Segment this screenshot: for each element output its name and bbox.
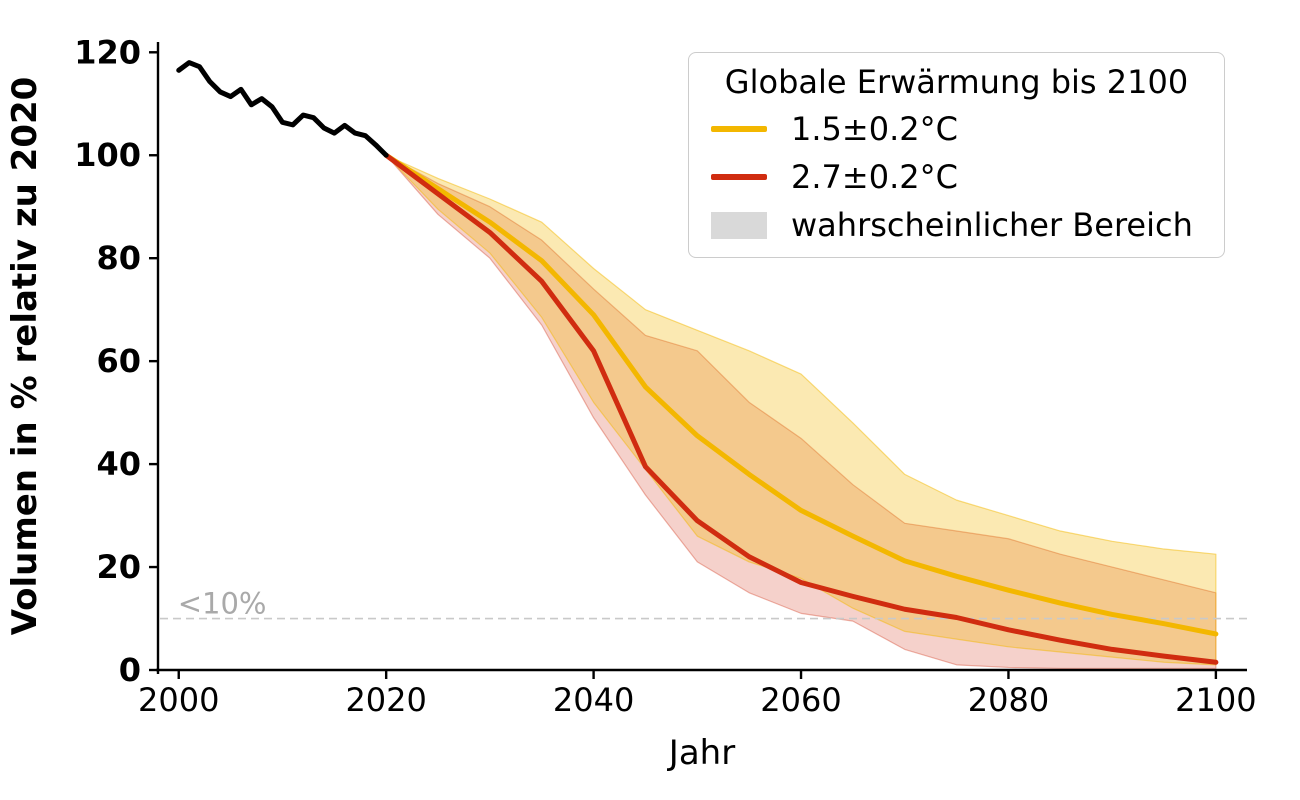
- legend-label-1-5c: 1.5±0.2°C: [791, 110, 958, 148]
- x-tick-label: 2080: [968, 681, 1049, 719]
- uncertainty-band-2.7±0.2°C: [385, 154, 1217, 670]
- y-tick-label: 100: [74, 136, 141, 174]
- legend-item-likely-range: wahrscheinlicher Bereich: [703, 201, 1210, 249]
- threshold-label: <10%: [178, 586, 267, 620]
- x-axis-label: Jahr: [667, 733, 735, 773]
- y-tick-label: 60: [96, 342, 141, 380]
- x-tick-label: 2000: [138, 681, 219, 719]
- legend-line-swatch-1-5c: [711, 126, 767, 132]
- x-tick-label: 2060: [760, 681, 841, 719]
- uncertainty-band-1.5±0.2°C: [385, 154, 1217, 666]
- y-tick-label: 20: [96, 548, 141, 586]
- legend-label-2-7c: 2.7±0.2°C: [791, 158, 958, 196]
- x-tick-label: 2100: [1175, 681, 1256, 719]
- legend-item-2-7c: 2.7±0.2°C: [703, 153, 1210, 201]
- legend-item-1-5c: 1.5±0.2°C: [703, 105, 1210, 153]
- y-tick-label: 120: [74, 33, 141, 71]
- x-tick-label: 2020: [345, 681, 426, 719]
- y-tick-label: 0: [119, 651, 141, 689]
- legend-line-swatch-2-7c: [711, 174, 767, 180]
- legend-patch-swatch-likely-range: [711, 211, 767, 239]
- x-tick-label: 2040: [553, 681, 634, 719]
- y-axis-label: Volumen in % relativ zu 2020: [5, 77, 45, 636]
- legend-title: Globale Erwärmung bis 2100: [724, 63, 1189, 101]
- data-lines: [176, 60, 1219, 665]
- legend: Globale Erwärmung bis 2100 1.5±0.2°C 2.7…: [688, 52, 1225, 258]
- legend-label-likely-range: wahrscheinlicher Bereich: [791, 206, 1193, 244]
- line-2.7±0.2°C: [383, 152, 1219, 665]
- uncertainty-bands: [385, 154, 1217, 670]
- y-tick-label: 40: [96, 445, 141, 483]
- line-historisch: [176, 60, 389, 158]
- line-1.5±0.2°C: [383, 152, 1219, 637]
- y-tick-label: 80: [96, 239, 141, 277]
